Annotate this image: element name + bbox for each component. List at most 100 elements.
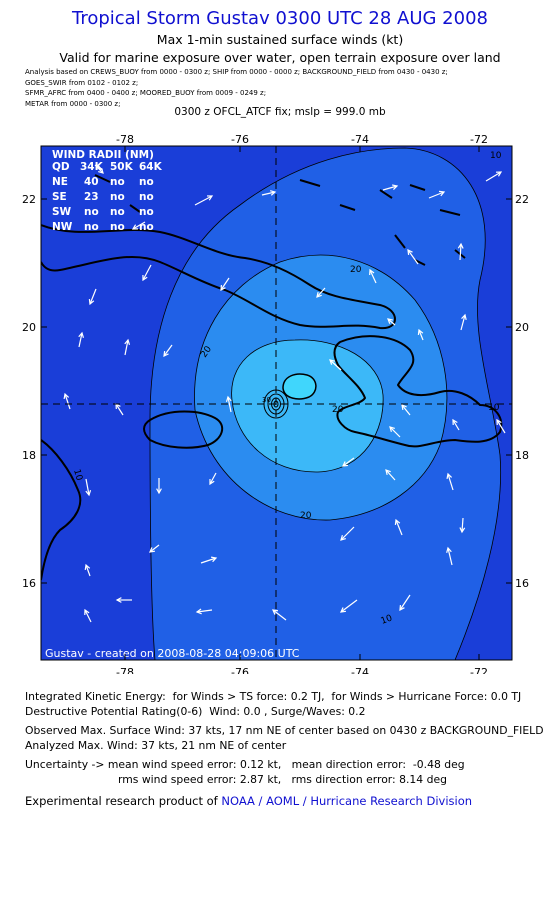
wind-arrow-head (385, 469, 391, 476)
wind-arrow (84, 609, 92, 623)
wind-radii-header: 50K (110, 161, 134, 173)
wind-arrow (316, 287, 326, 298)
wind-arrow-head (78, 331, 84, 338)
wind-arrow-head (446, 472, 453, 480)
wind-vectors (63, 164, 506, 623)
fix-line: 0300 z OFCL_ATCF fix; mslp = 999.0 mb (174, 106, 386, 118)
wind-arrow (149, 544, 160, 553)
wind-radii-quadrant: NW (52, 221, 73, 233)
map-frame (40, 145, 513, 661)
wind-arrow (200, 557, 217, 564)
wind-arrow-head (394, 518, 401, 526)
cuba-coastline (41, 224, 396, 330)
wind-arrow-head (210, 556, 218, 563)
wind-arrow (389, 426, 401, 438)
wind-arrow (85, 564, 91, 577)
lat-tick-right: 18 (515, 449, 529, 462)
wind-arrow-head (407, 248, 413, 256)
wind-arrow (399, 594, 411, 611)
wind-arrow (395, 519, 403, 536)
contour-label: 10 (488, 403, 500, 413)
wind-arrow (196, 609, 213, 613)
wind-arrow (401, 404, 411, 416)
wind-arrow (369, 269, 377, 284)
lon-tick-bottom: -76 (231, 666, 249, 674)
wind-arrow-head (341, 461, 349, 467)
wind-arrow-head (163, 350, 169, 358)
wind-arrow-head (272, 609, 279, 615)
wind-core-max (282, 373, 317, 400)
wind-arrow-head (399, 604, 405, 612)
wind-arrow (115, 403, 124, 416)
analyzed-max-line: Analyzed Max. Wind: 37 kts, 21 nm NE of … (25, 739, 287, 752)
hrd-link[interactable]: NOAA / AOML / Hurricane Research Divisio… (221, 794, 473, 808)
wind-arrow-head (446, 546, 452, 553)
wind-arrow-head (270, 190, 277, 196)
wind-arrow-head (495, 171, 503, 177)
hispaniola-coastline (333, 335, 503, 448)
jamaica-coastline (143, 410, 224, 449)
wind-arrow (387, 318, 396, 326)
wind-arrow (340, 526, 355, 541)
wind-arrow (209, 472, 217, 485)
wind-arrow-head (225, 395, 232, 402)
lat-tick-left: 20 (22, 321, 36, 334)
wind-arrow (142, 264, 152, 281)
wind-arrow-head (156, 488, 162, 495)
wind-arrow-head (85, 490, 92, 497)
contour-label: 10 (380, 613, 394, 626)
source-line: METAR from 0000 - 0300 z; (25, 100, 121, 109)
wind-arrow (459, 243, 462, 261)
wind-arrow-head (340, 535, 346, 541)
wind-arrow-head (98, 168, 104, 174)
axis-ticks (41, 146, 512, 660)
source-line: SFMR_AFRC from 0400 - 0400 z; MOORED_BUO… (25, 89, 267, 98)
wind-radii-value: no (139, 221, 154, 233)
wind-arrow (163, 344, 173, 357)
wind-radii-value: no (110, 191, 125, 203)
subtitle-line-2: Valid for marine exposure over water, op… (59, 50, 501, 65)
wind-radii-value: no (84, 206, 99, 218)
wind-arrow (94, 164, 104, 174)
honduras-coast (41, 439, 82, 581)
wind-arrow-head (220, 284, 226, 292)
source-line: Analysis based on CREWS_BUOY from 0000 -… (25, 68, 448, 76)
wind-arrow (261, 191, 276, 196)
wind-arrow-head (115, 597, 122, 603)
wind-radii-table: WIND RADII (NM) QD 34K 50K 64K NE 40 no … (52, 149, 163, 233)
wind-arrow (132, 221, 146, 230)
wind-radii-value: no (110, 176, 125, 188)
wind-arrow-head (496, 418, 502, 426)
contour-label: 10 (71, 468, 84, 482)
wind-arrow (342, 457, 355, 467)
wind-arrow (64, 393, 71, 410)
wind-arrow (340, 599, 358, 613)
contour-label: 20 (300, 511, 312, 521)
wind-radii-quadrant: NE (52, 176, 68, 188)
wind-arrow-head (401, 404, 407, 411)
wind-arrow-head (142, 274, 148, 282)
wind-arrow-head (124, 338, 131, 345)
lat-tick-left: 16 (22, 577, 36, 590)
wind-radii-quadrant: SW (52, 206, 72, 218)
wind-arrow-head (206, 195, 214, 201)
uncertainty-line-2: rms wind speed error: 2.87 kt, rms direc… (118, 773, 447, 786)
wind-radii-header: QD (52, 161, 70, 173)
lat-tick-left: 22 (22, 193, 36, 206)
wind-arrow (447, 547, 453, 566)
wind-arrow (461, 517, 464, 533)
wind-arrow (418, 329, 424, 341)
wind-radii-value: no (110, 221, 125, 233)
wind-radii-value: no (139, 206, 154, 218)
contour-label: 20 (350, 265, 362, 275)
wind-arrow (85, 478, 90, 496)
wind-arrow (452, 419, 460, 431)
wind-arrow-head (438, 190, 446, 197)
wind-radii-value: 40 (84, 176, 99, 188)
wind-arrow (194, 195, 213, 206)
wind-arrow-head (195, 608, 202, 615)
wind-arrow-head (457, 242, 464, 249)
page-title: Tropical Storm Gustav 0300 UTC 28 AUG 20… (71, 8, 488, 29)
wind-arrow (447, 473, 454, 491)
lat-tick-left: 18 (22, 449, 36, 462)
